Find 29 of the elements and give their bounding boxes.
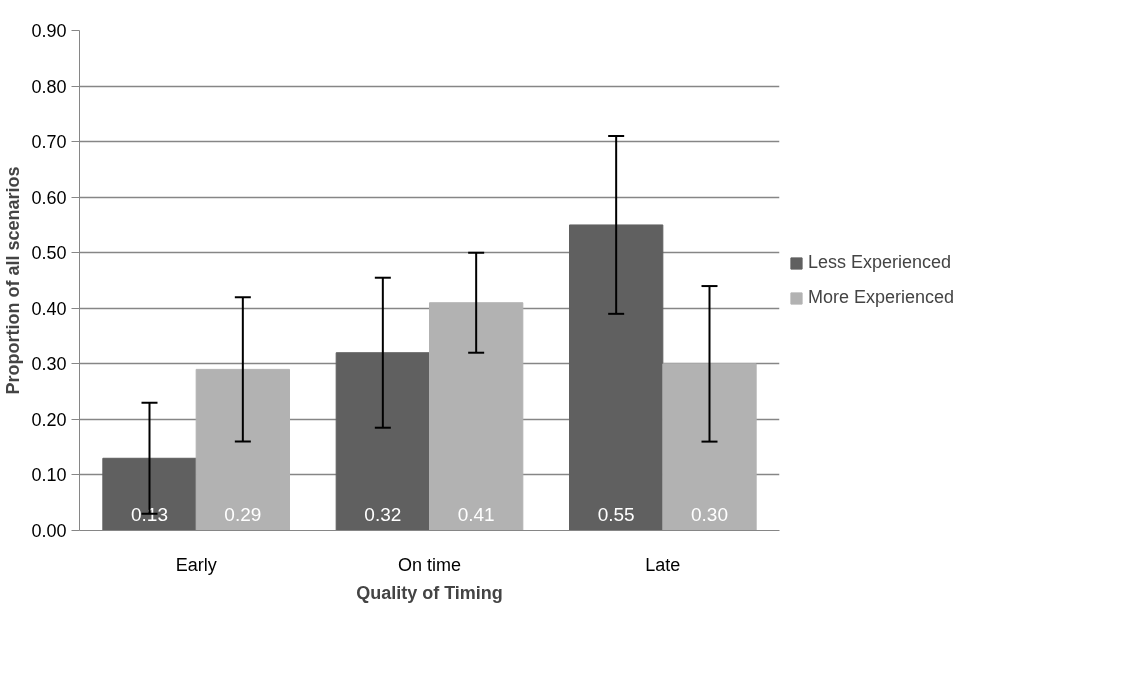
bar xyxy=(335,352,430,531)
bar xyxy=(102,457,197,531)
bar xyxy=(569,224,664,531)
data-label: 0.30 xyxy=(691,503,728,525)
legend-label: More Experienced xyxy=(808,287,955,308)
y-tick-label: 0.90 xyxy=(31,21,67,41)
y-tick-label: 0.30 xyxy=(31,354,67,375)
y-tick-label: 0.60 xyxy=(31,187,67,208)
bar xyxy=(195,368,290,531)
y-tick-label: 0.10 xyxy=(31,465,67,486)
y-tick-label: 0.20 xyxy=(31,409,67,430)
y-tick-label: 0.80 xyxy=(31,76,67,97)
x-tick-label: Early xyxy=(175,554,217,575)
bar xyxy=(429,302,524,531)
data-label: 0.32 xyxy=(364,503,402,525)
data-label: 0.13 xyxy=(131,503,168,525)
y-axis-title: Proportion of all scenarios xyxy=(3,166,24,395)
data-label: 0.29 xyxy=(224,503,262,525)
y-tick-label: 0.40 xyxy=(31,298,67,319)
bar xyxy=(662,363,757,531)
x-tick-label: On time xyxy=(397,554,462,575)
x-tick-label: Late xyxy=(645,554,681,575)
legend-label: Less Experienced xyxy=(808,252,952,273)
data-label: 0.41 xyxy=(457,503,495,525)
y-tick-label: 0.70 xyxy=(31,132,67,153)
y-tick-label: 0.00 xyxy=(31,521,67,541)
y-tick-label: 0.50 xyxy=(31,243,67,264)
data-label: 0.55 xyxy=(597,503,635,525)
x-axis-title: Quality of Timing xyxy=(356,582,503,603)
